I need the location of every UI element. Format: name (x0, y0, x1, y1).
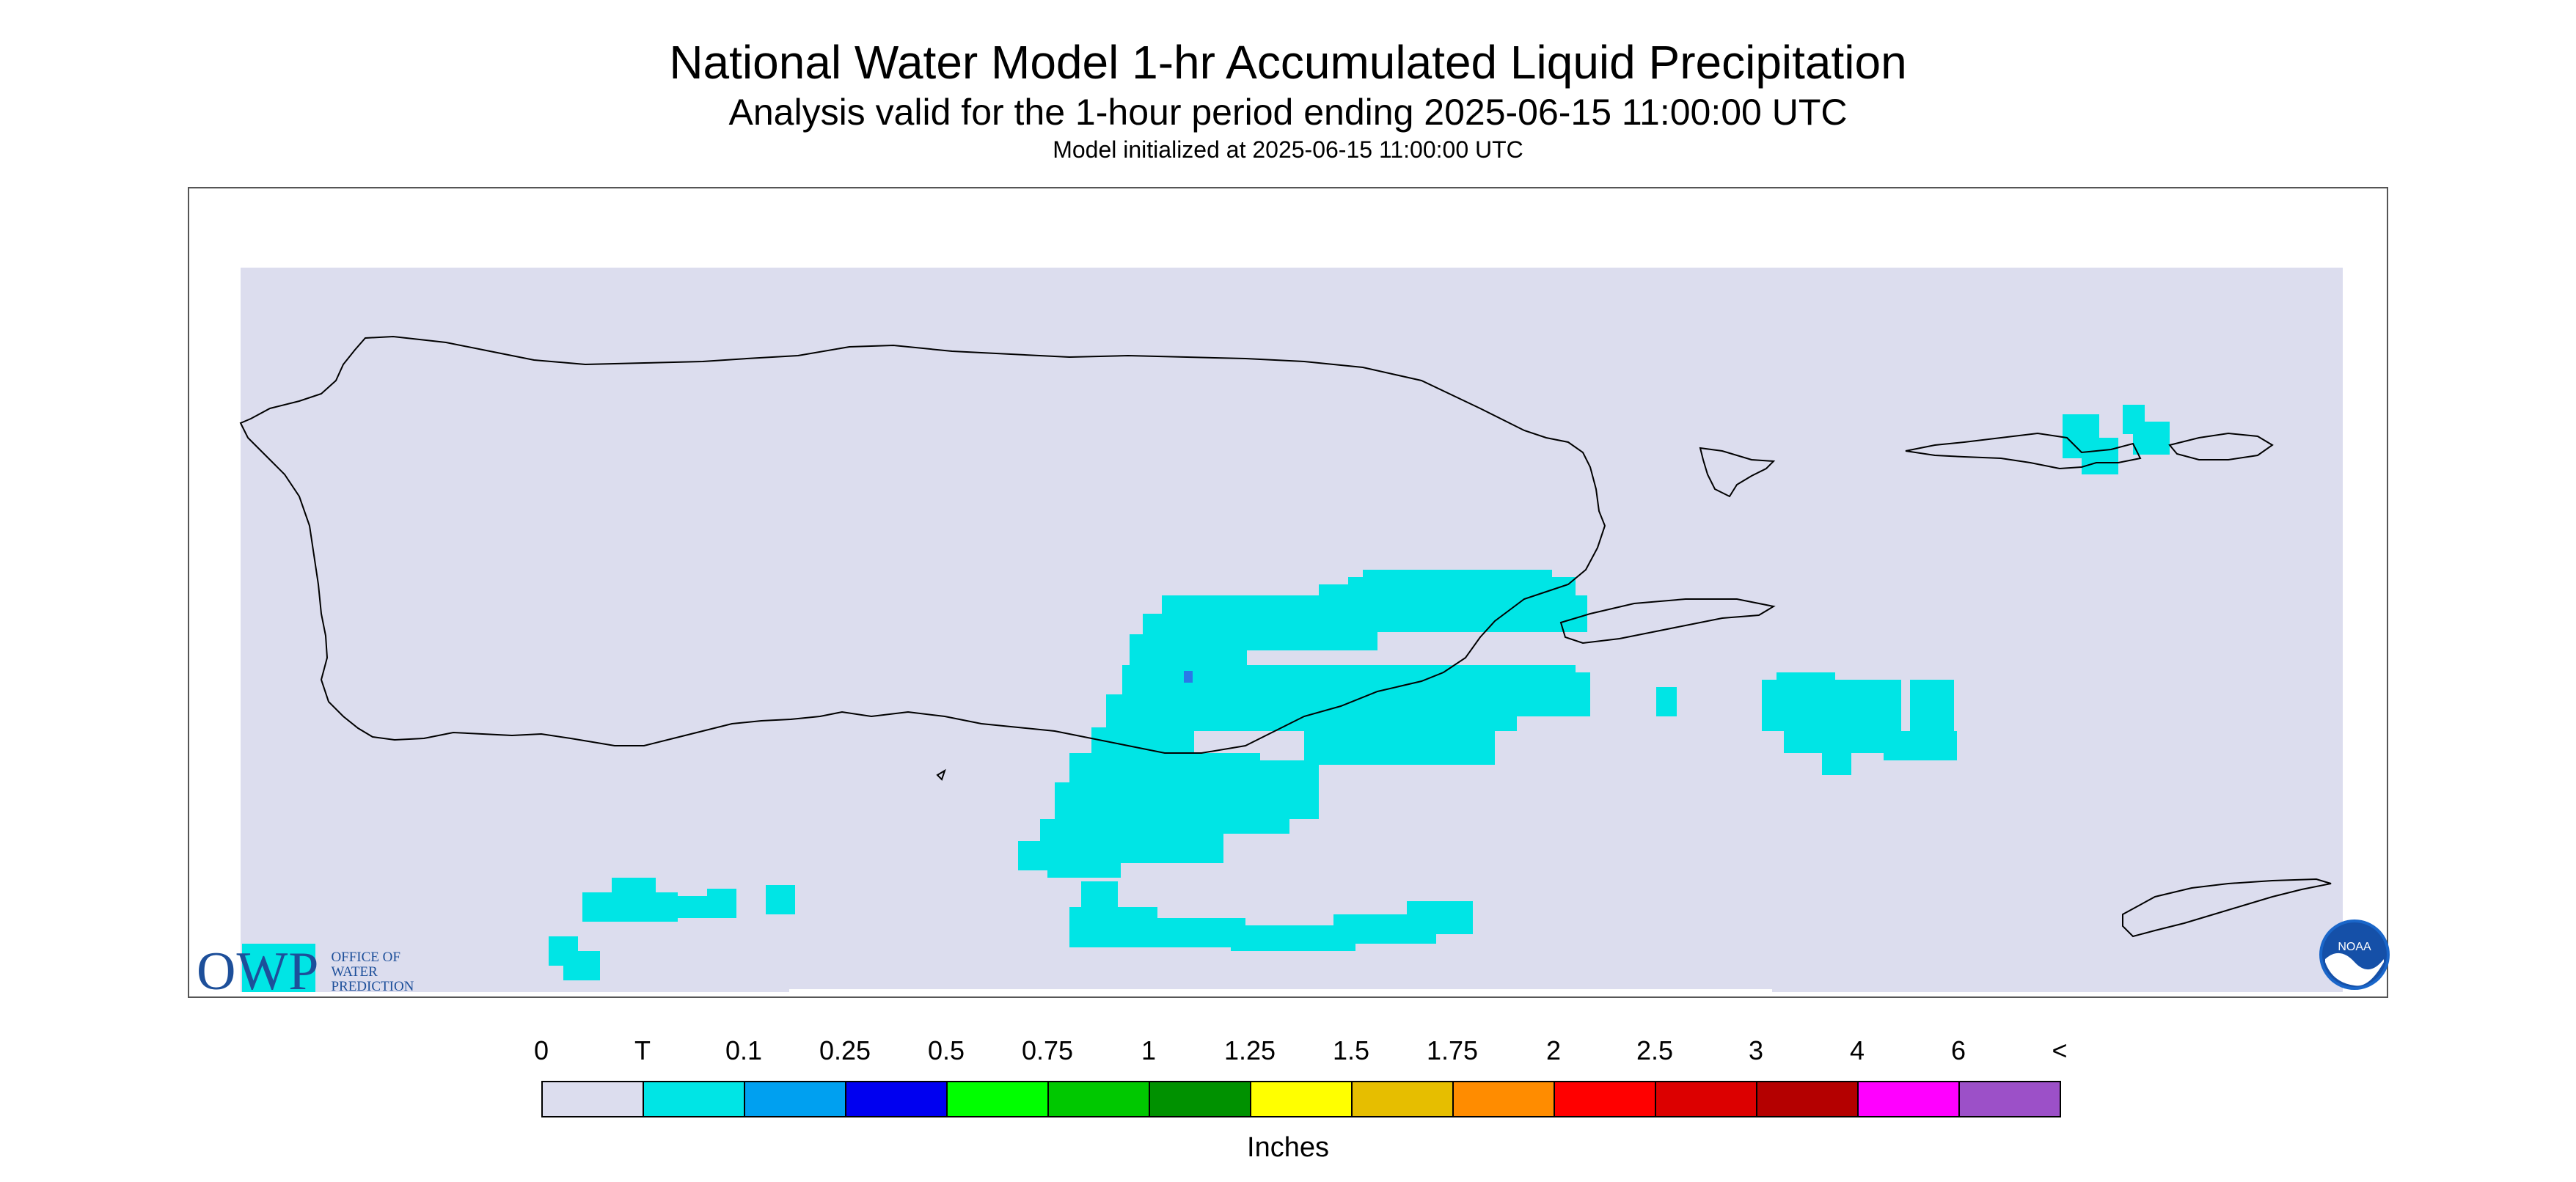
precip-cell (1480, 672, 1590, 716)
legend-tick-label: T (634, 1035, 651, 1065)
precip-cell (1443, 577, 1576, 606)
legend-tick-label: 2.5 (1636, 1035, 1674, 1065)
owp-name-line: Office of (331, 949, 400, 965)
st-john-coastline (2168, 432, 2274, 460)
precip-cell (1822, 746, 1851, 775)
precip-cell (1884, 731, 1957, 760)
legend-tick-label: < (2052, 1035, 2068, 1065)
legend-swatch (1250, 1081, 1353, 1117)
precip-cell (1656, 687, 1677, 716)
vieques-coastline (1559, 598, 1776, 645)
noaa-logo: NOAA (2319, 919, 2390, 990)
precip-cell (1407, 901, 1473, 934)
precip-cell (612, 878, 656, 900)
map-title: National Water Model 1-hr Accumulated Li… (669, 36, 1907, 89)
owp-name: Office of Water Prediction (331, 950, 414, 994)
precip-cell (1187, 760, 1319, 819)
domain-gap (789, 989, 1772, 996)
precip-cell (1777, 672, 1835, 694)
precip-cell (1910, 680, 1954, 738)
culebra-coastline (1699, 447, 1776, 498)
precip-cell (1128, 918, 1245, 947)
legend-units: Inches (1247, 1132, 1329, 1163)
precip-cell (1348, 577, 1407, 599)
legend-swatch (1149, 1081, 1251, 1117)
owp-name-line: Water (331, 963, 378, 980)
legend-swatch (1655, 1081, 1757, 1117)
legend-swatch (541, 1081, 644, 1117)
legend-tick-label: 0.75 (1021, 1035, 1074, 1065)
legend-tick-label: 0.1 (725, 1035, 763, 1065)
legend-swatch (1958, 1081, 2061, 1117)
legend-swatch (1554, 1081, 1656, 1117)
legend-swatch (643, 1081, 745, 1117)
map-frame (188, 187, 2388, 998)
map-subtitle: Analysis valid for the 1-hour period end… (728, 92, 1848, 133)
precip-cell (766, 885, 795, 914)
precip-cell (2133, 422, 2170, 455)
precip-cell (663, 896, 707, 918)
precip-map (239, 268, 2343, 996)
legend-swatch (1857, 1081, 1960, 1117)
legend-tick-label: 2 (1545, 1035, 1562, 1065)
st-thomas-coastline (1905, 432, 2142, 470)
legend-tick-label: 1.25 (1223, 1035, 1276, 1065)
legend-tick-label: 3 (1748, 1035, 1764, 1065)
legend-tick-label: 1.5 (1332, 1035, 1370, 1065)
precip-cell (1304, 721, 1495, 765)
legend-swatch (1047, 1081, 1150, 1117)
domain-fill-edge (2331, 275, 2340, 363)
st-croix-coastline (2122, 878, 2332, 938)
legend-swatch (946, 1081, 1049, 1117)
precip-cell (242, 944, 315, 992)
legend-swatch (744, 1081, 846, 1117)
precip-areas (242, 405, 2170, 992)
precip-cell (2082, 438, 2118, 474)
legend-swatch (1351, 1081, 1454, 1117)
legend-swatch (1756, 1081, 1859, 1117)
precip-cell (1047, 848, 1121, 878)
legend-swatch (1452, 1081, 1555, 1117)
owp-letters: OWP (197, 941, 320, 1002)
noaa-logo-text: NOAA (2338, 941, 2371, 953)
legend-tick-label: 6 (1950, 1035, 1966, 1065)
coastlines (239, 335, 2332, 938)
legend-tick-label: 1.75 (1426, 1035, 1479, 1065)
legend-tick-label: 1 (1141, 1035, 1157, 1065)
legend-tick-label: 4 (1849, 1035, 1865, 1065)
owp-logo: OWP Office of Water Prediction (197, 941, 414, 1003)
puerto-rico-coastline (239, 335, 1606, 754)
precip-cell (707, 889, 736, 918)
mona-coastline (936, 768, 946, 781)
precip-cell-light (1184, 671, 1193, 683)
owp-name-line: Prediction (331, 978, 414, 994)
legend-tick-label: 0.25 (819, 1035, 871, 1065)
precip-cell (563, 951, 600, 980)
legend-swatch (845, 1081, 948, 1117)
model-init-label: Model initialized at 2025-06-15 11:00:00… (1053, 136, 1523, 163)
legend-tick-label: 0 (533, 1035, 549, 1065)
legend-tick-label: 0.5 (927, 1035, 965, 1065)
